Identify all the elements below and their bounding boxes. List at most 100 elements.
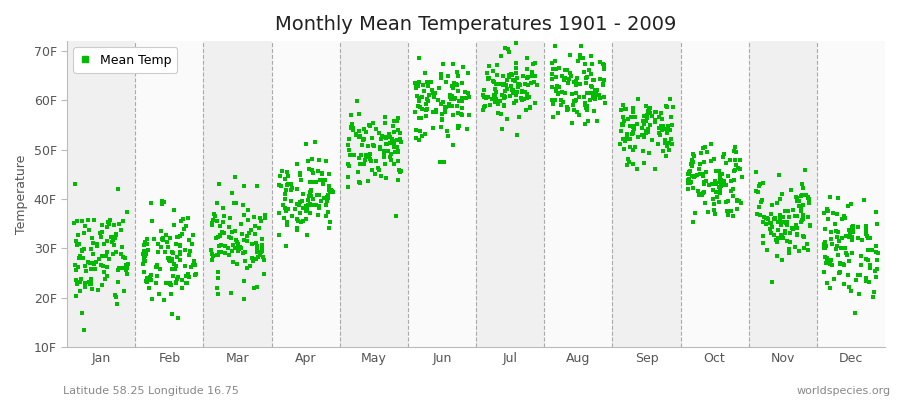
Point — [235, 231, 249, 237]
Point — [526, 61, 541, 68]
Point — [698, 178, 713, 185]
Point — [627, 114, 642, 120]
Point — [732, 198, 746, 204]
Point — [212, 249, 226, 256]
Point — [144, 200, 158, 206]
Point — [653, 131, 668, 138]
Point — [218, 250, 232, 256]
Point — [83, 260, 97, 266]
Point — [102, 256, 116, 262]
Point — [824, 257, 838, 263]
Bar — [339, 41, 408, 347]
Point — [820, 255, 834, 262]
Point — [248, 222, 262, 229]
Point — [140, 240, 154, 247]
Point — [586, 92, 600, 98]
Point — [691, 188, 706, 194]
Point — [224, 190, 238, 196]
Point — [820, 205, 834, 212]
Point — [144, 218, 158, 224]
Point — [85, 286, 99, 292]
Point — [833, 245, 848, 252]
Point — [775, 219, 789, 226]
Point — [325, 188, 339, 194]
Point — [387, 129, 401, 136]
Point — [498, 94, 512, 100]
Point — [729, 162, 743, 168]
Point — [179, 280, 194, 286]
Point — [222, 214, 237, 221]
Point — [243, 263, 257, 269]
Point — [275, 202, 290, 209]
Point — [492, 98, 507, 104]
Point — [161, 255, 176, 261]
Point — [552, 65, 566, 71]
Point — [845, 229, 859, 235]
Point — [116, 254, 130, 260]
Point — [586, 91, 600, 97]
Point — [663, 127, 678, 133]
Point — [94, 234, 108, 240]
Point — [178, 223, 193, 229]
Point — [800, 241, 814, 248]
Point — [346, 125, 360, 131]
Point — [418, 101, 433, 108]
Point — [626, 124, 641, 130]
Point — [166, 250, 180, 256]
Point — [284, 213, 299, 219]
Point — [437, 159, 452, 166]
Point — [630, 166, 644, 172]
Point — [763, 210, 778, 217]
Point — [420, 106, 435, 112]
Point — [351, 168, 365, 175]
Point — [148, 280, 163, 286]
Point — [100, 264, 114, 270]
Point — [454, 98, 469, 104]
Point — [73, 288, 87, 294]
Point — [558, 75, 572, 82]
Point — [580, 118, 595, 124]
Point — [728, 157, 742, 163]
Point — [519, 91, 534, 98]
Point — [625, 130, 639, 137]
Point — [592, 92, 607, 98]
Point — [508, 64, 523, 71]
Point — [497, 102, 511, 109]
Point — [862, 265, 877, 272]
Point — [239, 232, 254, 239]
Point — [519, 75, 534, 82]
Point — [417, 88, 431, 94]
Point — [321, 225, 336, 231]
Point — [584, 53, 598, 59]
Point — [756, 218, 770, 225]
Point — [579, 105, 593, 111]
Point — [183, 248, 197, 254]
Point — [387, 140, 401, 147]
Point — [168, 278, 183, 285]
Point — [619, 106, 634, 113]
Point — [596, 82, 610, 88]
Point — [561, 105, 575, 112]
Point — [544, 84, 559, 90]
Point — [110, 300, 124, 307]
Point — [767, 216, 781, 222]
Point — [718, 182, 733, 188]
Point — [691, 192, 706, 198]
Point — [69, 238, 84, 245]
Point — [296, 218, 310, 224]
Point — [620, 162, 634, 168]
Point — [435, 110, 449, 117]
Point — [323, 219, 338, 225]
Point — [301, 202, 315, 208]
Point — [249, 249, 264, 256]
Point — [387, 161, 401, 167]
Point — [706, 156, 721, 162]
Point — [344, 112, 358, 118]
Point — [613, 128, 627, 134]
Point — [462, 94, 476, 100]
Point — [85, 235, 99, 242]
Point — [818, 226, 832, 232]
Point — [217, 213, 231, 219]
Point — [551, 89, 565, 96]
Point — [788, 244, 802, 251]
